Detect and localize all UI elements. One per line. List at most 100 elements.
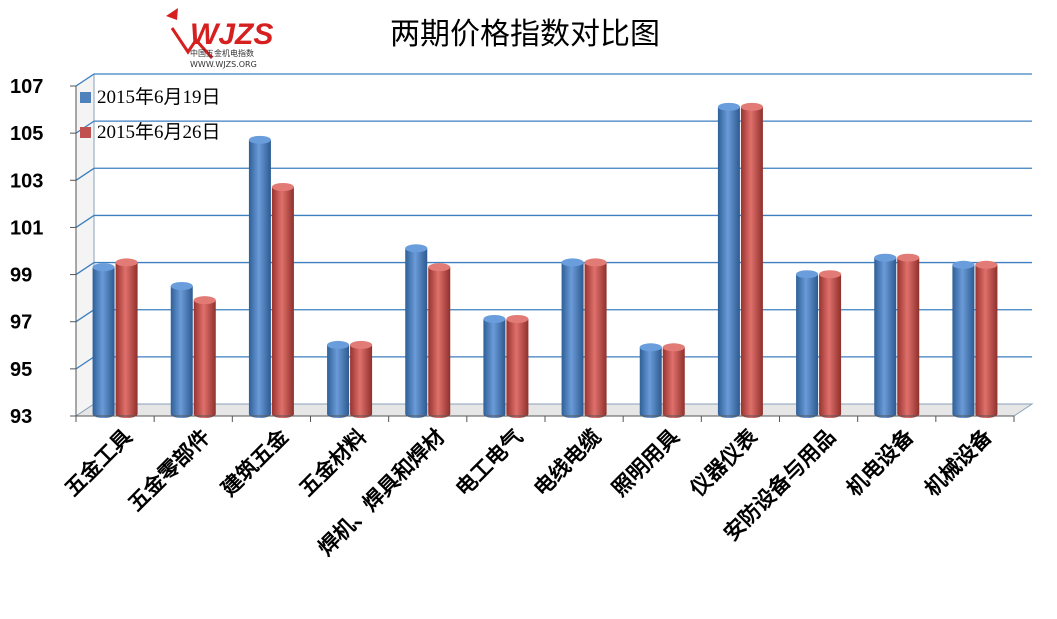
bar-cap xyxy=(428,263,451,272)
bar-body xyxy=(428,267,451,418)
bar-body xyxy=(483,319,506,418)
bar-cap xyxy=(740,102,763,111)
bar-cap xyxy=(874,253,897,262)
bar-body xyxy=(952,264,975,418)
x-category-label: 机电设备 xyxy=(842,424,919,501)
y-tick-label: 101 xyxy=(10,217,43,239)
bar xyxy=(170,282,193,418)
bar-body xyxy=(115,262,138,418)
bar-body xyxy=(819,274,842,418)
logo-subtitle: 中国五金机电指数 xyxy=(190,48,254,58)
bar-cap xyxy=(639,343,662,352)
x-category-label: 照明用具 xyxy=(607,425,683,501)
bar-body xyxy=(874,257,897,418)
bar xyxy=(350,340,373,418)
bar-cap xyxy=(92,263,115,272)
bar-body xyxy=(405,248,428,418)
bar-cap xyxy=(271,183,294,191)
bar xyxy=(561,258,584,418)
legend-label: 2015年6月19日 xyxy=(97,86,221,108)
bar xyxy=(248,135,271,418)
x-category-label: 五金工具 xyxy=(60,425,136,501)
bar-cap xyxy=(717,102,740,111)
bar-cap xyxy=(327,340,350,349)
bar-cap xyxy=(796,270,819,279)
legend-label: 2015年6月26日 xyxy=(97,121,221,143)
bar-body xyxy=(350,344,373,418)
bar-body xyxy=(717,106,740,418)
bars xyxy=(92,102,998,418)
bar-cap xyxy=(115,258,138,267)
y-tick-label: 103 xyxy=(10,170,43,192)
bar-body xyxy=(740,106,763,418)
bar-body xyxy=(796,274,819,418)
bar-body xyxy=(662,347,685,418)
bar-cap xyxy=(897,253,920,262)
bar-body xyxy=(506,319,529,418)
bar xyxy=(975,260,998,418)
x-category-label: 电工电气 xyxy=(451,425,527,501)
x-category-label: 仪器仪表 xyxy=(685,424,763,502)
bar xyxy=(327,340,350,418)
bar-cap xyxy=(819,270,842,279)
x-category-label: 建筑五金 xyxy=(217,424,294,501)
bar-body xyxy=(975,264,998,418)
bar-body xyxy=(327,344,350,418)
bar-body xyxy=(639,347,662,418)
logo-url: WWW.WJZS.ORG xyxy=(190,60,257,69)
legend-swatch xyxy=(80,127,91,138)
bar xyxy=(506,315,529,418)
left-wall xyxy=(75,73,95,417)
logo-arrow-icon xyxy=(170,27,214,59)
gridline xyxy=(75,356,95,370)
bar-cap xyxy=(170,282,193,290)
bar-body xyxy=(584,262,607,418)
bar-cap xyxy=(662,343,685,352)
bar-cap xyxy=(561,258,584,267)
bar xyxy=(115,258,138,418)
bar-cap xyxy=(952,260,975,269)
y-tick-label: 99 xyxy=(10,265,32,287)
bar xyxy=(740,102,763,418)
bar xyxy=(405,244,428,418)
bar-body xyxy=(271,187,294,418)
gridline xyxy=(75,309,95,323)
y-axis: 93 95 97 99 101 103 105 107 xyxy=(10,76,77,428)
bar xyxy=(483,315,506,418)
bar xyxy=(428,263,451,418)
bar-cap xyxy=(350,340,373,349)
legend-swatch xyxy=(80,92,91,103)
bar-cap xyxy=(248,135,271,144)
gridline xyxy=(75,262,95,276)
bar-body xyxy=(193,300,216,418)
bar-cap xyxy=(483,315,506,323)
y-tick-label: 105 xyxy=(10,123,43,145)
bar-cap xyxy=(193,296,216,305)
logo-mark: WJZS xyxy=(190,18,273,51)
bar xyxy=(874,253,897,418)
bar xyxy=(584,258,607,418)
bar xyxy=(952,260,975,418)
x-category-label: 五金材料 xyxy=(295,425,371,501)
bar-body xyxy=(561,262,584,418)
bar-cap xyxy=(975,260,998,269)
x-category-label: 五金零部件 xyxy=(124,425,215,516)
bar xyxy=(819,270,842,418)
bar-body xyxy=(248,139,271,418)
bar-cap xyxy=(584,258,607,267)
bar xyxy=(796,270,819,418)
x-category-label: 机械设备 xyxy=(920,424,997,501)
bar-body xyxy=(897,257,920,418)
bar-cap xyxy=(506,315,529,323)
bar xyxy=(897,253,920,418)
gridline xyxy=(75,214,95,228)
bar xyxy=(717,102,740,418)
bar xyxy=(92,263,115,418)
bar-body xyxy=(170,286,193,418)
gridline xyxy=(75,73,95,87)
wjzs-logo: WJZS 中国五金机电指数 WWW.WJZS.ORG xyxy=(166,8,273,69)
y-tick-label: 95 xyxy=(10,359,32,381)
bar xyxy=(639,343,662,418)
